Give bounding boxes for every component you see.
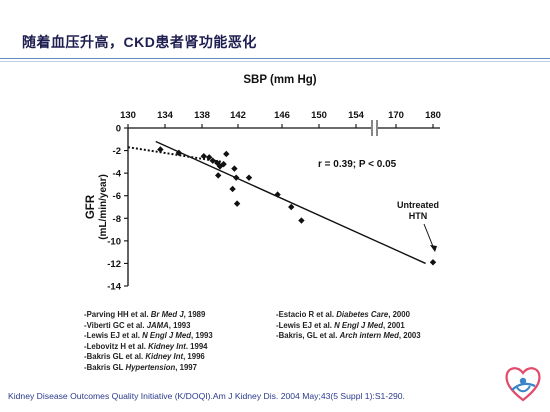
data-point: [233, 200, 241, 207]
data-point: [233, 174, 240, 181]
gfr-vs-sbp-chart: SBP (mm Hg) 130 134 138 142 146 150 154 170 180 …: [85, 74, 441, 293]
x-axis: 130 134 138 142 146 150 154 170 180: [120, 110, 441, 136]
references-left: -Parving HH et al. Br Med J, 1989 -Viber…: [84, 310, 213, 374]
outlier-arrow: [423, 223, 435, 250]
data-point: [220, 160, 227, 168]
outlier-label-line2: HTN: [409, 211, 428, 221]
reference-item: -Lewis EJ et al. N Engl J Med, 2001: [276, 320, 405, 330]
y-axis-title: GFR: [85, 194, 97, 219]
stats-annotation: r = 0.39; P < 0.05: [318, 159, 397, 170]
reference-item: -Parving HH et al. Br Med J, 1989: [84, 310, 206, 319]
data-point: [216, 163, 224, 170]
x-tick-label: 134: [157, 110, 174, 121]
x-tick-label: 180: [425, 110, 441, 121]
reference-item: -Viberti GC et al. JAMA, 1993: [84, 320, 191, 330]
y-tick-label: -6: [113, 191, 121, 202]
reference-item: -Bakris, GL et al. Arch intern Med, 2003: [276, 331, 421, 341]
data-points: [157, 146, 437, 266]
reference-item: -Lewis EJ et al. N Engl J Med, 1993: [84, 331, 213, 341]
data-point: [200, 153, 207, 160]
citation: Kidney Disease Outcomes Quality Initiati…: [8, 391, 405, 401]
y-tick-label: -14: [107, 282, 121, 293]
x-tick-label: 150: [311, 110, 327, 121]
y-tick-label: -10: [107, 236, 121, 247]
y-axis: 0 -2 -4 -6 -8 -10 -12 -14: [107, 124, 129, 293]
data-point: [245, 174, 253, 181]
x-tick-label: 142: [230, 110, 246, 121]
data-point: [209, 157, 216, 164]
y-tick-label: 0: [116, 124, 121, 135]
data-point: [175, 149, 183, 157]
data-point: [298, 217, 305, 224]
data-point: [206, 154, 213, 161]
x-tick-label: 130: [120, 110, 136, 121]
x-tick-label: 146: [274, 110, 290, 121]
regression-line: [155, 140, 426, 265]
x-tick-label: 138: [194, 110, 210, 121]
reference-item: -Bakris GL Hypertension, 1997: [84, 362, 197, 372]
x-axis-title: SBP (mm Hg): [243, 74, 316, 86]
y-tick-label: -2: [113, 146, 121, 157]
outlier-label-line1: Untreated: [397, 200, 439, 210]
x-tick-label: 170: [388, 110, 404, 121]
references-right: -Estacio R et al. Diabetes Care, 2000 -L…: [276, 310, 421, 342]
reference-item: -Lebovitz H et al. Kidney Int. 1994: [84, 341, 208, 351]
title-divider: [0, 58, 550, 59]
data-point: [274, 191, 281, 198]
slide-title: 随着血压升高，CKD患者肾功能恶化: [22, 34, 257, 50]
title-divider-light: [0, 61, 550, 62]
outlier-point: [429, 259, 437, 266]
data-point: [229, 185, 236, 193]
data-point: [215, 172, 222, 179]
y-axis-units: (mL/min/year): [98, 174, 109, 240]
y-tick-label: -12: [107, 259, 121, 270]
data-point: [223, 150, 230, 158]
y-tick-label: -8: [113, 214, 121, 225]
data-point: [157, 146, 164, 153]
x-tick-label: 154: [348, 110, 365, 121]
reference-item: -Estacio R et al. Diabetes Care, 2000: [276, 310, 410, 319]
outlier-arrowhead: [430, 245, 437, 252]
data-point: [231, 165, 238, 172]
dotted-trend-line: [127, 146, 222, 163]
heart-logo-icon: [505, 367, 541, 402]
y-tick-label: -4: [113, 169, 122, 180]
reference-item: -Bakris GL et al. Kidney Int, 1996: [84, 352, 205, 362]
data-point: [288, 203, 295, 211]
